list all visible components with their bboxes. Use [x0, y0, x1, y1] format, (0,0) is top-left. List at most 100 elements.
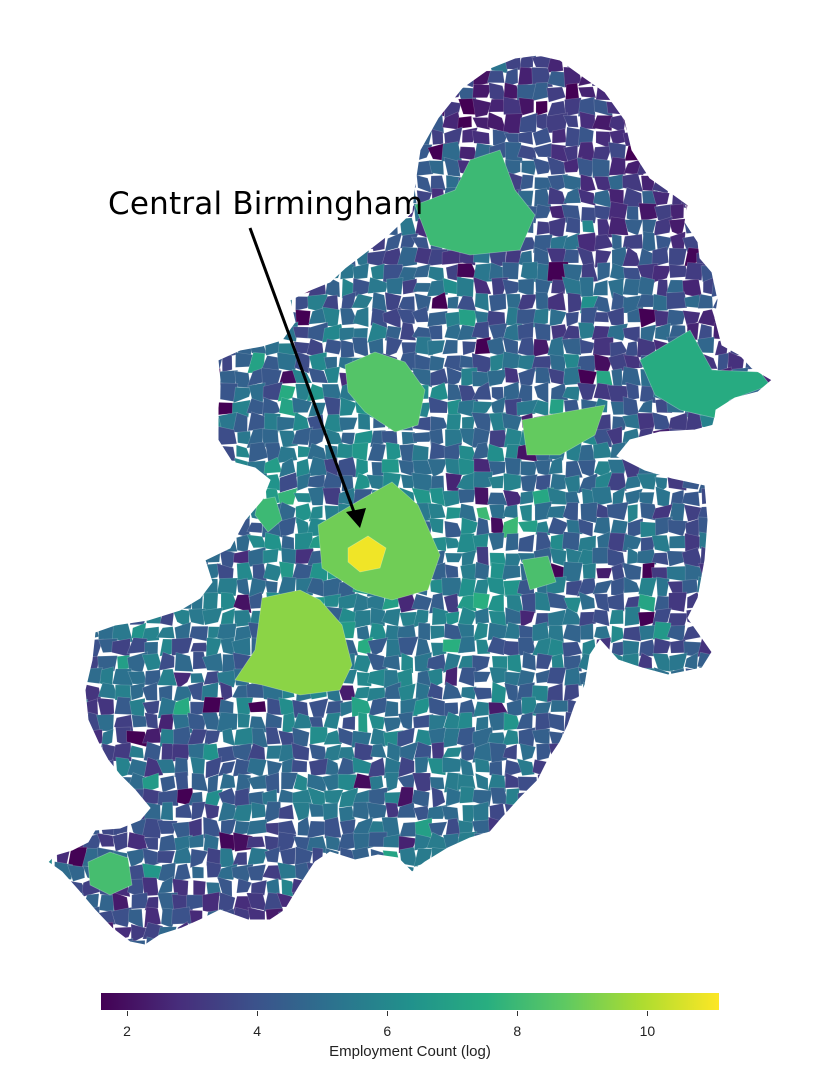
map-area: [458, 666, 476, 687]
map-area: [638, 577, 658, 597]
map-area: [667, 55, 687, 58]
map-area: [726, 201, 749, 221]
map-area: [112, 831, 128, 852]
map-area: [521, 404, 606, 456]
map-area: [265, 323, 282, 343]
map-area: [48, 323, 58, 339]
map-area: [366, 158, 388, 178]
map-area: [190, 642, 209, 652]
map-area: [474, 292, 490, 312]
map-area: [159, 533, 176, 553]
map-area: [473, 954, 489, 973]
map-area: [190, 156, 208, 178]
annotation-label: Central Birmingham: [108, 186, 424, 222]
map-area: [712, 727, 729, 746]
map-area: [339, 55, 358, 71]
map-area: [504, 457, 521, 478]
map-area: [504, 831, 524, 852]
map-area: [550, 699, 569, 713]
map-area: [173, 685, 193, 702]
map-area: [171, 456, 191, 473]
map-area: [729, 398, 745, 419]
map-area: [472, 117, 491, 131]
map-area: [160, 801, 174, 821]
map-area: [113, 55, 132, 56]
map-area: [683, 938, 701, 945]
map-area: [357, 877, 372, 899]
map-area: [774, 713, 791, 728]
map-area: [684, 817, 703, 839]
map-area: [72, 158, 89, 177]
map-area: [727, 548, 747, 569]
map-area: [220, 923, 233, 942]
map-area: [624, 696, 641, 719]
map-area: [756, 731, 772, 744]
map-area: [146, 401, 159, 414]
map-area: [655, 126, 674, 148]
map-area: [414, 756, 430, 775]
map-area: [576, 157, 595, 178]
map-area: [70, 912, 89, 928]
map-area: [264, 55, 284, 56]
map-area: [621, 366, 642, 386]
map-area: [201, 607, 224, 626]
map-area: [84, 280, 100, 297]
map-area: [294, 157, 311, 179]
map-area: [638, 202, 658, 222]
map-area: [232, 386, 252, 404]
map-area: [48, 548, 55, 564]
map-area: [145, 235, 164, 250]
map-area: [502, 278, 523, 295]
map-area: [71, 231, 89, 250]
map-area: [232, 85, 254, 100]
map-area: [727, 39, 746, 54]
map-area: [697, 82, 719, 99]
map-area: [351, 127, 374, 149]
map-area: [220, 129, 239, 142]
map-area: [758, 128, 772, 148]
map-area: [366, 112, 388, 131]
map-area: [669, 760, 685, 777]
map-area: [551, 906, 568, 927]
map-area: [81, 607, 101, 625]
map-area: [102, 939, 113, 945]
map-area: [521, 651, 537, 671]
map-area: [578, 744, 597, 760]
map-area: [97, 246, 117, 266]
map-area: [354, 232, 374, 250]
map-area: [576, 819, 594, 834]
map-area: [68, 562, 89, 582]
map-area: [471, 55, 490, 71]
map-area: [474, 336, 491, 355]
map-area: [82, 129, 101, 147]
map-area: [172, 111, 191, 133]
map-area: [442, 638, 464, 654]
map-area: [696, 818, 716, 836]
map-area: [279, 83, 295, 104]
map-area: [547, 609, 566, 629]
map-area: [141, 817, 163, 839]
map-area: [759, 578, 772, 598]
map-area: [666, 102, 685, 117]
map-area: [100, 502, 119, 524]
map-area: [248, 937, 264, 945]
map-area: [716, 116, 734, 132]
map-area: [157, 98, 177, 118]
map-area: [712, 592, 733, 610]
map-area: [383, 924, 402, 942]
map-area: [711, 247, 734, 267]
map-area: [220, 953, 238, 970]
map-area: [681, 759, 698, 778]
map-area: [773, 667, 790, 688]
map-area: [727, 908, 748, 929]
map-area: [576, 847, 594, 864]
map-area: [637, 777, 653, 793]
map-area: [368, 55, 384, 72]
map-area: [291, 742, 310, 761]
map-area: [141, 562, 160, 583]
map-area: [606, 711, 628, 731]
map-area: [187, 923, 204, 944]
map-area: [711, 457, 729, 477]
map-area: [486, 369, 509, 387]
map-area: [548, 835, 569, 853]
